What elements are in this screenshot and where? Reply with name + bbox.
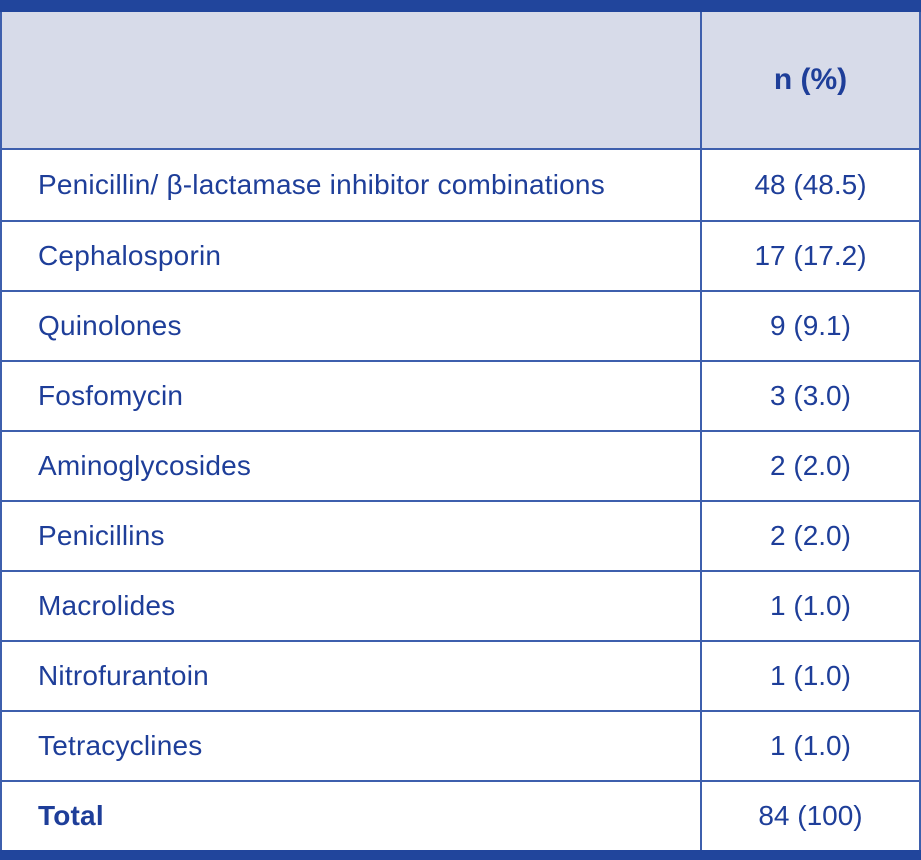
row-label: Nitrofurantoin	[38, 660, 209, 691]
table-row: Penicillins 2 (2.0)	[2, 500, 919, 570]
table-body: n (%) Penicillin/ β-lactamase inhibitor …	[0, 12, 921, 850]
bottom-accent-bar	[0, 850, 921, 860]
row-value: 1 (1.0)	[700, 572, 919, 640]
top-accent-bar	[0, 0, 921, 12]
row-label: Quinolones	[38, 310, 182, 341]
table-row: Tetracyclines 1 (1.0)	[2, 710, 919, 780]
header-value-cell: n (%)	[700, 12, 919, 148]
header-label-cell	[2, 12, 700, 148]
row-value: 2 (2.0)	[700, 502, 919, 570]
table-row: Cephalosporin 17 (17.2)	[2, 220, 919, 290]
row-value: 48 (48.5)	[700, 150, 919, 220]
row-label: Cephalosporin	[38, 240, 222, 271]
row-value: 17 (17.2)	[700, 222, 919, 290]
table-row: Aminoglycosides 2 (2.0)	[2, 430, 919, 500]
table-row: Macrolides 1 (1.0)	[2, 570, 919, 640]
row-label: Aminoglycosides	[38, 450, 252, 481]
row-label: Fosfomycin	[38, 380, 184, 411]
table-row: Nitrofurantoin 1 (1.0)	[2, 640, 919, 710]
row-value: 1 (1.0)	[700, 642, 919, 710]
total-label: Total	[38, 800, 104, 831]
total-value: 84 (100)	[700, 782, 919, 850]
table-total-row: Total 84 (100)	[2, 780, 919, 850]
row-value: 1 (1.0)	[700, 712, 919, 780]
row-label: Tetracyclines	[38, 730, 203, 761]
table-row: Fosfomycin 3 (3.0)	[2, 360, 919, 430]
row-value: 3 (3.0)	[700, 362, 919, 430]
row-value: 2 (2.0)	[700, 432, 919, 500]
table-row: Penicillin/ β-lactamase inhibitor combin…	[2, 150, 919, 220]
table-header-row: n (%)	[2, 12, 919, 150]
row-label: Penicillins	[38, 520, 165, 551]
row-value: 9 (9.1)	[700, 292, 919, 360]
table-row: Quinolones 9 (9.1)	[2, 290, 919, 360]
row-label: Macrolides	[38, 590, 176, 621]
row-label: Penicillin/ β-lactamase inhibitor combin…	[38, 169, 605, 200]
